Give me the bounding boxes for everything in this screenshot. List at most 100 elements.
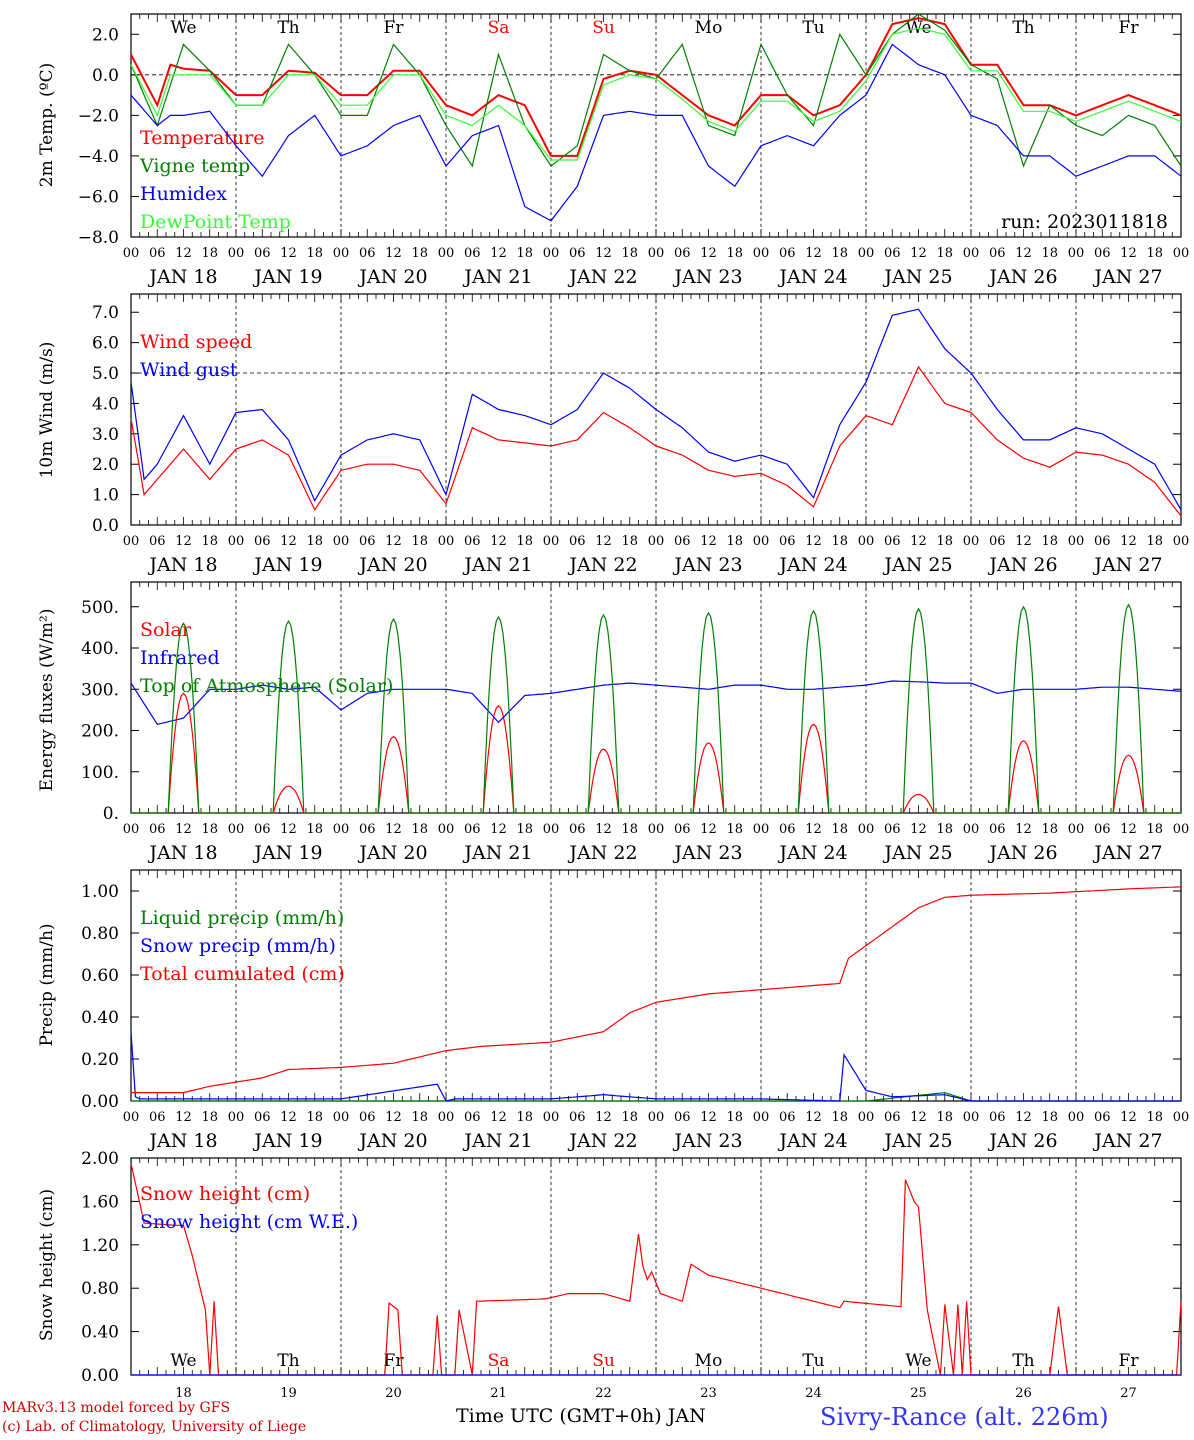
weekday-label: Fr [384, 1351, 405, 1371]
y-tick-label: 4.0 [92, 394, 119, 414]
x-hour-label: 12 [1120, 1110, 1137, 1125]
y-tick-label: 1.00 [81, 882, 119, 902]
x-hour-label: 12 [595, 1110, 612, 1125]
x-hour-label: 18 [411, 822, 428, 837]
x-hour-label: 00 [753, 822, 770, 837]
x-hour-label: 00 [228, 822, 245, 837]
x-hour-label: 00 [858, 1110, 875, 1125]
x-hour-label: 12 [280, 534, 297, 549]
x-date-label: JAN 24 [777, 842, 847, 864]
x-hour-label: 18 [516, 1110, 533, 1125]
x-hour-label: 06 [254, 246, 271, 261]
y-tick-label: 0.60 [81, 966, 119, 986]
x-day-number: 23 [700, 1386, 717, 1401]
x-hour-label: 12 [805, 534, 822, 549]
x-hour-label: 06 [674, 246, 691, 261]
x-hour-label: 18 [306, 246, 323, 261]
x-hour-label: 18 [621, 246, 638, 261]
x-hour-label: 06 [569, 1110, 586, 1125]
x-date-label: JAN 26 [987, 1130, 1057, 1152]
weekday-label: Th [277, 18, 299, 38]
legend-entry: Snow height (cm W.E.) [140, 1211, 358, 1233]
y-tick-label: −4.0 [78, 147, 119, 167]
x-hour-label: 06 [464, 822, 481, 837]
y-tick-label: −8.0 [78, 228, 119, 248]
x-hour-label: 00 [1068, 1110, 1085, 1125]
x-day-number: 21 [490, 1386, 507, 1401]
y-tick-label: 200. [81, 722, 119, 742]
y-axis-label: Snow height (cm) [37, 1189, 57, 1341]
x-hour-label: 12 [595, 246, 612, 261]
x-hour-label: 12 [700, 246, 717, 261]
x-hour-label: 00 [333, 822, 350, 837]
x-hour-label: 00 [123, 822, 140, 837]
y-tick-label: 100. [81, 763, 119, 783]
weekday-label: Su [592, 1351, 615, 1371]
x-hour-label: 00 [333, 1110, 350, 1125]
weekday-label: Tu [802, 1351, 824, 1371]
x-hour-label: 12 [1015, 534, 1032, 549]
y-tick-label: 0.00 [81, 1366, 119, 1386]
y-tick-label: 0.0 [92, 66, 119, 86]
x-hour-label: 00 [648, 246, 665, 261]
x-date-label: JAN 25 [882, 842, 952, 864]
x-hour-label: 12 [805, 1110, 822, 1125]
x-hour-label: 00 [1173, 534, 1190, 549]
x-hour-label: 18 [726, 822, 743, 837]
legend-entry: Solar [140, 619, 192, 641]
x-hour-label: 18 [936, 534, 953, 549]
x-hour-label: 00 [858, 822, 875, 837]
legend-entry: Total cumulated (cm) [140, 963, 345, 985]
x-hour-label: 12 [1120, 246, 1137, 261]
x-date-label: JAN 23 [672, 1130, 742, 1152]
x-hour-label: 06 [464, 534, 481, 549]
x-hour-label: 06 [674, 1110, 691, 1125]
x-hour-label: 00 [963, 1110, 980, 1125]
x-hour-label: 06 [359, 822, 376, 837]
x-hour-label: 06 [359, 534, 376, 549]
y-axis-label: 2m Temp. (ºC) [37, 63, 57, 188]
x-hour-label: 06 [989, 534, 1006, 549]
x-hour-label: 00 [123, 1110, 140, 1125]
x-hour-label: 06 [989, 822, 1006, 837]
legend-entry: Snow precip (mm/h) [140, 935, 336, 957]
x-hour-label: 00 [543, 1110, 560, 1125]
series-line-total-cumulated-cm- [131, 886, 1182, 1094]
x-hour-label: 06 [149, 822, 166, 837]
weekday-label: Fr [1119, 1351, 1140, 1371]
x-hour-label: 12 [805, 246, 822, 261]
x-date-label: JAN 25 [882, 554, 952, 576]
x-date-label: JAN 24 [777, 1130, 847, 1152]
x-hour-label: 18 [621, 534, 638, 549]
x-day-number: 24 [805, 1386, 822, 1401]
series-line-wind-gust [130, 308, 1182, 511]
y-tick-label: 300. [81, 680, 119, 700]
y-tick-label: 0.40 [81, 1008, 119, 1028]
x-hour-label: 18 [306, 822, 323, 837]
x-hour-label: 12 [595, 822, 612, 837]
x-hour-label: 00 [858, 246, 875, 261]
x-hour-label: 00 [648, 1110, 665, 1125]
x-hour-label: 06 [1094, 822, 1111, 837]
x-hour-label: 18 [201, 1110, 218, 1125]
panel-1: 2.0 0.0 −2.0 −4.0 −6.0 −8.0 2m Temp. (ºC) 00 06 1… [37, 13, 1189, 288]
x-hour-label: 06 [779, 1110, 796, 1125]
x-hour-label: 06 [779, 246, 796, 261]
x-hour-label: 12 [490, 246, 507, 261]
x-hour-label: 18 [516, 534, 533, 549]
x-date-label: JAN 21 [462, 842, 532, 864]
x-hour-label: 12 [1120, 534, 1137, 549]
panel-4: 1.00 0.80 0.60 0.40 0.20 0.00 Precip (mm/h) 00 0… [37, 869, 1189, 1152]
x-hour-label: 12 [805, 822, 822, 837]
legend-entry: Liquid precip (mm/h) [140, 907, 344, 929]
x-hour-label: 18 [516, 822, 533, 837]
x-hour-label: 06 [464, 1110, 481, 1125]
station-name: Sivry-Rance (alt. 226m) [820, 1403, 1109, 1431]
y-tick-label: 2.00 [81, 1149, 119, 1169]
x-date-label: JAN 27 [1092, 1130, 1162, 1152]
x-hour-label: 06 [149, 1110, 166, 1125]
y-tick-label: 0.80 [81, 1279, 119, 1299]
x-hour-label: 12 [700, 534, 717, 549]
x-hour-label: 06 [674, 822, 691, 837]
x-hour-label: 18 [831, 822, 848, 837]
